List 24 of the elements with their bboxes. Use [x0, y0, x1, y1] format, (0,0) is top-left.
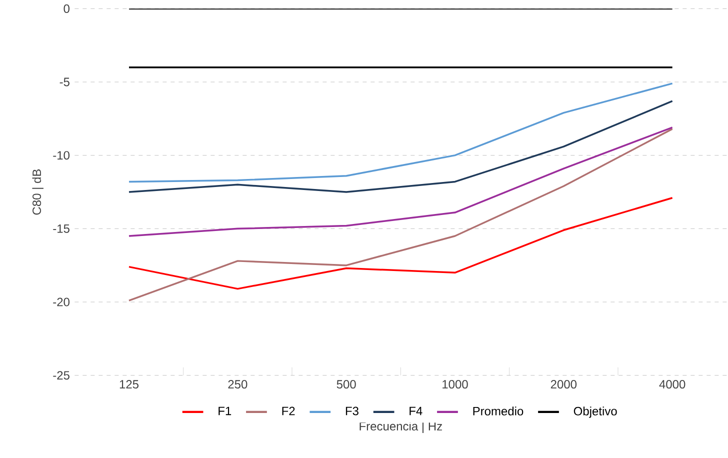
y-tick-label: -15 — [53, 224, 70, 233]
line-series — [128, 100, 674, 193]
legend-label: F3 — [346, 406, 358, 416]
y-tick-label: -25 — [53, 371, 70, 380]
line-series — [128, 82, 674, 183]
line-series — [128, 197, 674, 290]
line-series — [128, 126, 674, 237]
legend-label: F2 — [282, 406, 295, 416]
y-tick-label: -20 — [53, 298, 70, 306]
x-tick-label: 1000 — [442, 380, 468, 389]
x-tick-label: 500 — [336, 380, 356, 389]
x-tick-label: 2000 — [550, 380, 577, 389]
y-tick-label: -5 — [60, 78, 70, 86]
y-axis-title: C80 | dB — [32, 169, 44, 215]
line-series — [128, 128, 674, 302]
legend-label: Promedio — [473, 406, 524, 416]
legend-label: Objetivo — [574, 406, 617, 418]
y-tick-label: 0 — [64, 4, 70, 13]
x-tick-label: 250 — [228, 380, 248, 389]
legend-label: F1 — [218, 406, 232, 416]
legend-label: F4 — [410, 406, 422, 416]
y-tick-label: -10 — [53, 151, 70, 160]
x-tick-label: 125 — [120, 380, 139, 389]
x-tick-label: 4000 — [659, 380, 686, 389]
